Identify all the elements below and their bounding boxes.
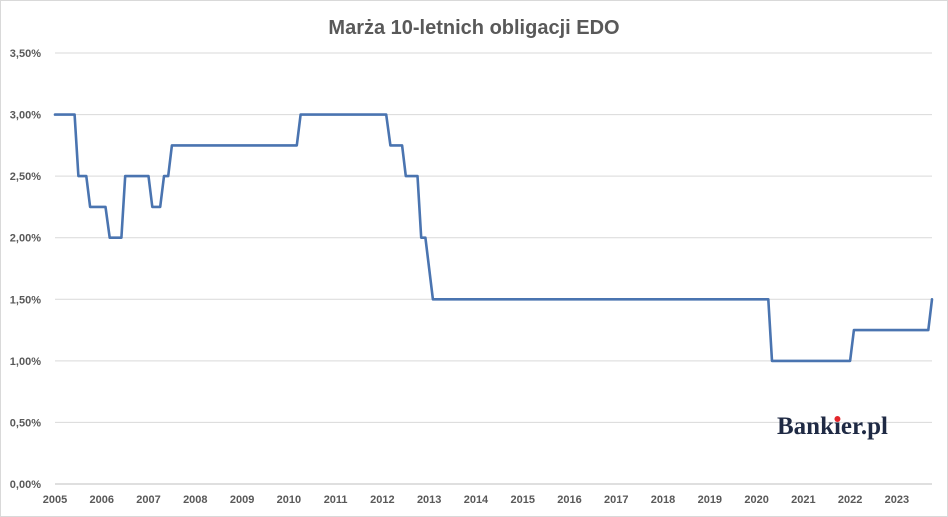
y-tick-label: 0,50% <box>10 417 41 429</box>
y-tick-label: 0,00% <box>10 479 41 491</box>
y-tick-label: 1,00% <box>10 356 41 368</box>
x-axis-ticks: 2005 2006 2007 2008 2009 2010 2011 2012 2013 2014… <box>43 494 909 506</box>
x-tick-label: 2010 <box>277 494 301 506</box>
x-tick-label: 2015 <box>510 494 534 506</box>
x-tick-label: 2017 <box>604 494 628 506</box>
x-tick-label: 2007 <box>136 494 160 506</box>
y-tick-label: 2,00% <box>10 233 41 245</box>
x-tick-label: 2018 <box>651 494 675 506</box>
y-tick-label: 3,00% <box>10 110 41 122</box>
x-tick-label: 2016 <box>557 494 581 506</box>
x-tick-label: 2011 <box>324 494 348 506</box>
x-tick-label: 2013 <box>417 494 441 506</box>
bankier-logo: Bankier.pl <box>777 413 888 440</box>
x-tick-label: 2006 <box>90 494 114 506</box>
x-tick-label: 2023 <box>885 494 909 506</box>
logo-red-dot <box>834 416 841 422</box>
y-tick-label: 1,50% <box>10 294 41 306</box>
x-tick-label: 2014 <box>464 494 489 506</box>
x-tick-label: 2008 <box>183 494 207 506</box>
x-tick-label: 2012 <box>370 494 394 506</box>
y-axis-ticks: 0,00% 0,50% 1,00% 1,50% 2,00% 2,50% 3,00% 3,50% <box>10 48 41 491</box>
y-tick-label: 2,50% <box>10 171 41 183</box>
y-tick-label: 3,50% <box>10 48 41 60</box>
x-tick-label: 2009 <box>230 494 254 506</box>
logo-text: Bankier.pl <box>777 413 888 440</box>
series-line-edo-margin <box>53 113 934 363</box>
x-tick-label: 2005 <box>43 494 67 506</box>
grid-lines <box>55 52 932 485</box>
x-tick-label: 2020 <box>744 494 768 506</box>
x-tick-label: 2022 <box>838 494 862 506</box>
chart-title: Marża 10-letnich obligacji EDO <box>328 17 619 39</box>
x-tick-label: 2019 <box>698 494 722 506</box>
x-tick-label: 2021 <box>791 494 815 506</box>
